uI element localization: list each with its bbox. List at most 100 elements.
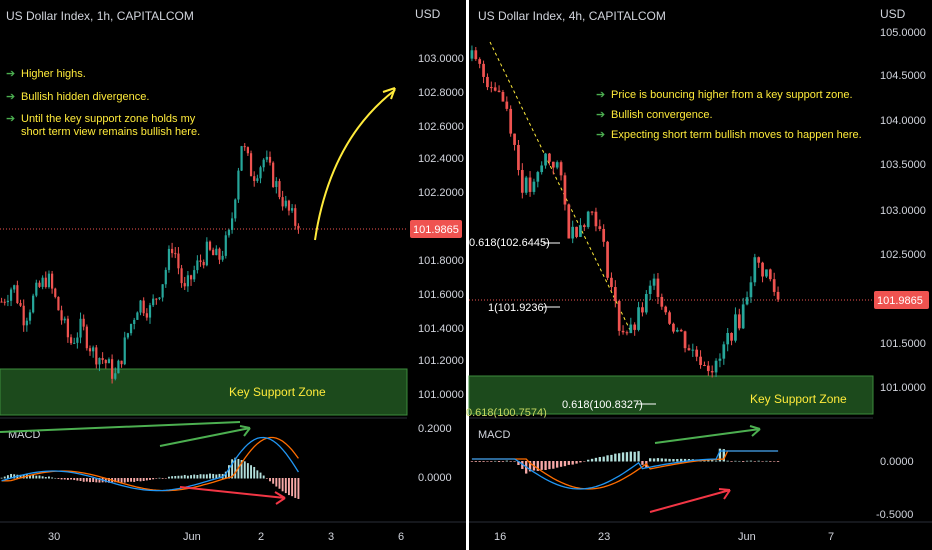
left-macd-histogram-bar xyxy=(54,477,57,479)
right-macd-histogram-bar xyxy=(707,460,710,462)
left-macd-histogram-bar xyxy=(158,477,161,479)
left-candle-body xyxy=(85,326,88,349)
left-candle-body xyxy=(208,241,212,250)
left-price-tick: 102.6000 xyxy=(418,121,464,133)
right-macd-label: MACD xyxy=(478,429,510,441)
left-price-tag xyxy=(410,220,462,238)
right-macd-histogram-bar xyxy=(714,460,718,462)
left-macd-histogram-bar xyxy=(205,474,208,479)
left-macd-histogram-bar xyxy=(202,474,205,479)
left-candle-body xyxy=(158,297,161,299)
left-candle-body xyxy=(145,313,148,318)
left-note-3-line1: Until the key support zone holds my xyxy=(21,113,196,125)
left-divergence-green-arrow xyxy=(159,425,251,447)
left-candle-body xyxy=(152,298,155,306)
right-candle-body xyxy=(761,262,764,277)
left-projection-arrow-head xyxy=(382,87,396,100)
left-macd-histogram-bar xyxy=(63,478,66,480)
right-macd-axis: 0.0000 -0.5000 xyxy=(876,456,914,521)
left-candle-body xyxy=(167,248,171,270)
left-macd-histogram-bar xyxy=(126,478,129,482)
left-macd-histogram-bar xyxy=(35,475,38,479)
right-candle-body xyxy=(489,87,493,89)
right-macd-histogram-bar xyxy=(621,452,625,462)
left-candle-body xyxy=(227,229,231,236)
right-candle-body xyxy=(652,278,656,286)
right-macd-histogram-bar xyxy=(544,461,547,470)
left-price-tick: 102.2000 xyxy=(418,187,464,199)
right-candle-body xyxy=(722,344,726,359)
right-candle-body xyxy=(590,211,594,213)
left-candle-body xyxy=(69,337,73,344)
left-macd-histogram-bar xyxy=(76,478,79,481)
right-candle-body xyxy=(621,330,625,333)
right-macd-histogram-bar xyxy=(769,461,772,462)
right-fib-label: 0.618(100.8327) xyxy=(562,399,643,411)
left-candle-body xyxy=(107,359,111,364)
right-macd-histogram-bar xyxy=(556,461,559,468)
left-macd-histogram-bar xyxy=(95,478,98,483)
right-candle-body xyxy=(598,226,602,229)
left-support-zone xyxy=(0,368,408,416)
right-macd-histogram-bar xyxy=(509,461,512,462)
left-candle-body xyxy=(13,285,16,290)
left-macd-histogram-bar xyxy=(130,478,132,482)
left-candle-body xyxy=(180,268,183,284)
left-candle-body xyxy=(111,359,114,379)
right-macd-histogram-bar xyxy=(711,460,714,462)
left-macd-histogram-bar xyxy=(288,478,290,496)
right-fib-trend xyxy=(489,41,631,331)
left-macd-histogram-bar xyxy=(152,478,155,480)
right-macd-histogram-bar xyxy=(563,461,567,467)
left-macd-histogram-bar xyxy=(253,466,256,479)
right-candle-body xyxy=(493,87,497,91)
right-candle-body xyxy=(613,287,617,302)
left-macd-histogram-bar xyxy=(120,478,123,483)
left-candle-body xyxy=(249,153,253,177)
right-candle-body xyxy=(648,285,652,295)
left-note-3-line2: short term view remains bullish here. xyxy=(21,126,200,138)
right-candle-body xyxy=(474,50,478,60)
left-candle-body xyxy=(9,289,13,301)
left-price-tick: 102.8000 xyxy=(418,87,464,99)
right-candle-body xyxy=(470,50,474,59)
right-time-axis: 16 23 Jun 7 xyxy=(494,531,834,543)
right-candle-body xyxy=(617,301,621,331)
right-candle-body xyxy=(517,144,520,171)
right-note-arrow: ➔ xyxy=(596,109,605,121)
right-candle-body xyxy=(563,175,567,205)
right-candle-body xyxy=(551,161,555,168)
right-candle-body xyxy=(664,306,668,313)
left-candle-body xyxy=(174,253,177,255)
left-candle-body xyxy=(183,283,186,287)
right-macd-histogram-bar xyxy=(482,461,485,462)
right-title: US Dollar Index, 4h, CAPITALCOM xyxy=(478,9,666,23)
left-candle-body xyxy=(272,162,275,187)
left-candle-body xyxy=(202,261,205,266)
right-chart-panel: Key Support Zone US Dollar Index, 4h, CA… xyxy=(466,7,932,543)
left-macd-histogram-bar xyxy=(297,478,300,499)
right-support-zone xyxy=(468,375,874,415)
left-macd-histogram-bar xyxy=(193,474,196,479)
left-price-tag-text: 101.9865 xyxy=(413,224,459,236)
right-macd xyxy=(470,448,780,490)
left-candle-body xyxy=(76,337,79,343)
left-candle-body xyxy=(287,200,291,211)
left-macd-histogram-bar xyxy=(269,478,271,482)
right-candle-body xyxy=(571,226,575,239)
left-macd-histogram-bar xyxy=(73,478,76,481)
right-candle-body xyxy=(520,170,524,193)
right-candle-body xyxy=(637,307,640,330)
left-zone-label: Key Support Zone xyxy=(229,385,326,399)
right-candle-body xyxy=(505,101,509,109)
right-convergence-red-arrow xyxy=(649,488,731,513)
right-candle-body xyxy=(594,211,598,227)
left-candle-body xyxy=(262,159,265,168)
right-candle-body xyxy=(509,108,513,134)
left-macd-histogram-bar xyxy=(174,476,177,479)
left-candle-body xyxy=(240,146,243,171)
right-candle-body xyxy=(606,241,609,278)
right-macd-histogram-bar xyxy=(722,449,725,462)
right-macd-histogram-bar xyxy=(474,461,477,462)
left-candle-body xyxy=(297,225,300,229)
